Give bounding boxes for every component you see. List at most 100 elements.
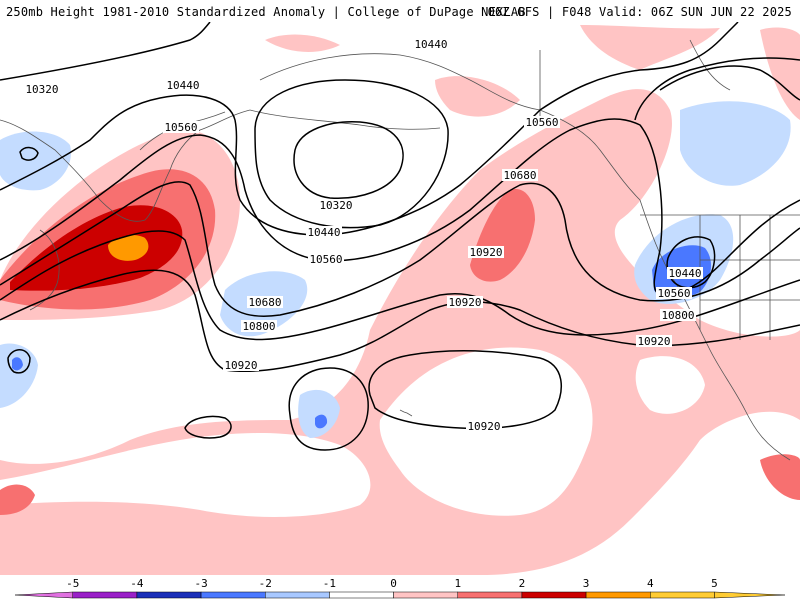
legend-swatch <box>200 591 266 599</box>
legend-bar <box>14 591 786 599</box>
contour-label: 10320 <box>318 199 354 212</box>
contour-label: 10560 <box>308 253 344 266</box>
anomaly-area <box>435 76 520 117</box>
anomaly-area <box>760 27 800 120</box>
legend-arrow-right <box>714 591 786 599</box>
coastline-hudson <box>689 39 731 91</box>
contour-label: 10320 <box>24 83 60 96</box>
coastline-aleutians <box>249 109 441 130</box>
contour-label: 10920 <box>636 335 672 348</box>
legend-tick-label: 1 <box>454 577 461 590</box>
svg-text:10440: 10440 <box>307 226 340 239</box>
svg-text:10920: 10920 <box>224 359 257 372</box>
contour-10800-west <box>0 230 800 341</box>
svg-text:10920: 10920 <box>637 335 670 348</box>
svg-text:10560: 10560 <box>525 116 558 129</box>
svg-text:10440: 10440 <box>414 38 447 51</box>
legend-swatch <box>650 591 715 599</box>
svg-text:10440: 10440 <box>166 79 199 92</box>
contour-10320-ring <box>293 121 404 199</box>
legend-tick-label: -4 <box>130 577 144 590</box>
legend-tick-label: -2 <box>259 577 272 590</box>
coastlines <box>0 39 800 461</box>
anomaly-area <box>315 414 328 429</box>
svg-text:10680: 10680 <box>503 169 536 182</box>
contour-label: 10680 <box>247 296 283 309</box>
color-scale-legend: -5 -4 -3 -2 -1 0 1 2 3 4 5 <box>0 575 800 600</box>
coastline-hawaii <box>399 409 413 417</box>
coastline-north-america <box>639 199 791 461</box>
contour-10920-ring <box>288 367 369 451</box>
coastline-alaska <box>259 53 641 201</box>
contour-label: 10560 <box>524 116 560 129</box>
svg-text:10920: 10920 <box>448 296 481 309</box>
svg-text:10800: 10800 <box>242 320 275 333</box>
contour-10320-small <box>19 146 39 161</box>
neutral-area <box>0 433 371 517</box>
svg-text:10560: 10560 <box>309 253 342 266</box>
legend-tick-label: 2 <box>519 577 526 590</box>
legend-swatch <box>136 591 202 599</box>
contour-10920-small <box>184 415 232 439</box>
anomaly-area <box>265 34 340 52</box>
title-bar: 250mb Height 1981-2010 Standardized Anom… <box>0 0 800 22</box>
map-canvas: 10320 10440 10560 10320 10440 10560 1068… <box>0 22 800 575</box>
legend-tick-label: 3 <box>583 577 590 590</box>
legend-tick-label: 0 <box>390 577 397 590</box>
anomaly-area <box>0 343 38 408</box>
legend-swatch <box>329 591 394 599</box>
contour-10440-north <box>634 57 800 121</box>
contour-labels: 10320 10440 10560 10320 10440 10560 1068… <box>24 38 703 433</box>
model-run-info: 06Z GFS | F048 Valid: 06Z SUN JUN 22 202… <box>487 5 792 19</box>
coastline-japan <box>29 229 60 311</box>
legend-swatch <box>521 591 587 599</box>
svg-text:10920: 10920 <box>467 420 500 433</box>
contour-label: 10800 <box>241 320 277 333</box>
svg-text:10800: 10800 <box>661 309 694 322</box>
legend-tick-label: -5 <box>66 577 79 590</box>
contour-10320-west <box>0 22 211 81</box>
legend-swatch <box>585 591 651 599</box>
legend-arrow-left <box>14 591 73 599</box>
contour-label: 10440 <box>413 38 449 51</box>
contour-label: 10440 <box>306 226 342 239</box>
legend-tick-label: -1 <box>323 577 336 590</box>
anomaly-area <box>580 25 720 70</box>
anomaly-area <box>298 389 340 438</box>
coastline-asia <box>0 109 251 222</box>
anomaly-area <box>0 484 35 515</box>
anomaly-area <box>10 205 183 291</box>
anomaly-fill-4sigma <box>108 235 149 261</box>
contour-label: 10440 <box>165 79 201 92</box>
svg-text:10560: 10560 <box>657 287 690 300</box>
svg-text:10320: 10320 <box>25 83 58 96</box>
neutral-area <box>635 356 705 414</box>
anomaly-area <box>760 454 800 500</box>
map-title: 250mb Height 1981-2010 Standardized Anom… <box>6 5 526 19</box>
contour-label: 10920 <box>223 359 259 372</box>
contour-label: 10680 <box>502 169 538 182</box>
legend-swatch <box>393 591 459 599</box>
svg-text:10320: 10320 <box>319 199 352 212</box>
svg-text:10920: 10920 <box>469 246 502 259</box>
legend-ticks: -5 -4 -3 -2 -1 0 1 2 3 4 5 <box>66 577 718 590</box>
anomaly-area <box>0 131 71 191</box>
legend-tick-label: 5 <box>711 577 718 590</box>
anomaly-area <box>12 357 23 371</box>
svg-text:10560: 10560 <box>164 121 197 134</box>
legend-swatch <box>265 591 330 599</box>
svg-text:10440: 10440 <box>668 267 701 280</box>
contour-10680-west <box>0 181 800 317</box>
contour-label: 10920 <box>447 296 483 309</box>
anomaly-area <box>108 235 149 261</box>
legend-tick-label: -3 <box>194 577 207 590</box>
contour-label: 10560 <box>163 121 199 134</box>
anomaly-area <box>680 101 791 186</box>
contour-10320-north <box>659 65 800 101</box>
contour-label: 10440 <box>667 267 703 280</box>
svg-text:10680: 10680 <box>248 296 281 309</box>
contour-10440-ring <box>254 79 449 229</box>
legend-swatch <box>72 591 138 599</box>
contour-label: 10800 <box>660 309 696 322</box>
anomaly-fill-3sigma <box>10 205 183 291</box>
